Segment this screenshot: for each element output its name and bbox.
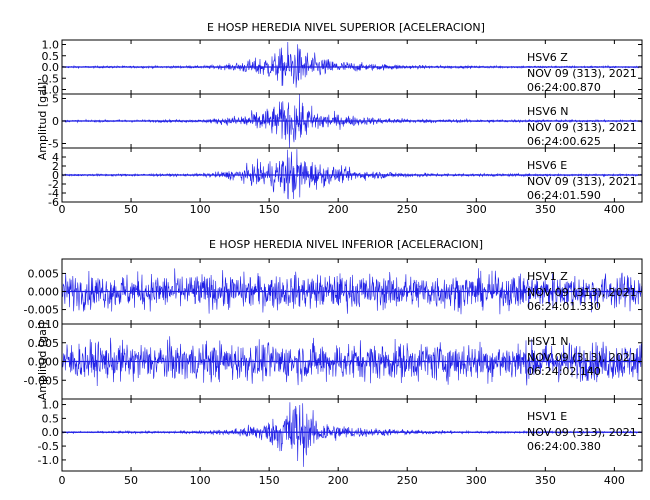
x-tick-label: 150 xyxy=(259,474,280,487)
y-tick-label: 0.000 xyxy=(28,286,60,299)
y-tick-label: 0.000 xyxy=(28,356,60,369)
y-axis-label: Amplitud [gal] xyxy=(36,322,49,400)
x-tick-label: 200 xyxy=(328,474,349,487)
x-tick-label: 400 xyxy=(604,474,625,487)
x-tick-label: 100 xyxy=(190,474,211,487)
y-axis-label: Amplitud [gal] xyxy=(36,82,49,160)
station-label: HSV1 Z xyxy=(527,270,568,283)
y-tick-label: -1.0 xyxy=(38,454,59,467)
x-tick-label: 350 xyxy=(535,474,556,487)
y-tick-label: -0.5 xyxy=(38,440,59,453)
y-tick-label: -0.005 xyxy=(24,374,59,387)
y-tick-label: -6 xyxy=(48,196,59,209)
y-tick-label: 0.005 xyxy=(28,267,60,280)
seismogram-group-1: E HOSP HEREDIA NIVEL SUPERIOR [ACELERACI… xyxy=(36,21,643,216)
y-tick-label: 0 xyxy=(52,115,59,128)
y-tick-label: 4 xyxy=(52,151,59,164)
y-tick-label: 0 xyxy=(52,169,59,182)
trace-panel-n: 0.010 0.005 0.000 -0.005 HSV1 N NOV 09 (313),… xyxy=(24,318,643,400)
time-label: 06:24:00.870 xyxy=(527,81,601,94)
date-label: NOV 09 (313), 2021 xyxy=(527,121,637,134)
y-tick-label: 0.005 xyxy=(28,337,60,350)
date-label: NOV 09 (313), 2021 xyxy=(527,175,637,188)
date-label: NOV 09 (313), 2021 xyxy=(527,67,637,80)
x-tick-label: 0 xyxy=(59,474,66,487)
y-tick-label: 1.0 xyxy=(42,399,60,412)
x-tick-label: 400 xyxy=(604,203,625,216)
station-label: HSV1 E xyxy=(527,410,567,423)
trace-panel-z: 1.00.50.0-0.5-1.0 HSV6 Z NOV 09 (313), 202… xyxy=(38,39,643,97)
y-tick-label: -4 xyxy=(48,187,59,200)
chart-title: E HOSP HEREDIA NIVEL INFERIOR [ACELERACI… xyxy=(209,238,483,251)
y-tick-label: 2 xyxy=(52,160,59,173)
time-label: 06:24:01.330 xyxy=(527,300,601,313)
time-label: 06:24:00.625 xyxy=(527,135,601,148)
x-tick-label: 100 xyxy=(190,203,211,216)
y-tick-label: -1.0 xyxy=(38,84,59,97)
y-tick-label: -0.005 xyxy=(24,304,59,317)
y-tick-label: -5 xyxy=(48,138,59,151)
date-label: NOV 09 (313), 2021 xyxy=(527,351,637,364)
station-label: HSV1 N xyxy=(527,335,569,348)
waveform-hsv1-z xyxy=(61,268,643,315)
trace-panel-e: 1.00.50.0-0.5-1.0 HSV1 E NOV 09 (313), 202… xyxy=(38,398,643,472)
time-label: 06:24:02.140 xyxy=(527,365,601,378)
x-tick-label: 50 xyxy=(124,474,138,487)
station-label: HSV6 N xyxy=(527,105,569,118)
y-tick-label: 0.0 xyxy=(42,61,60,74)
x-tick-label: 0 xyxy=(59,203,66,216)
waveform-hsv1-n xyxy=(61,336,643,387)
y-tick-label: 5 xyxy=(52,93,59,106)
y-tick-label: 0.5 xyxy=(42,412,60,425)
time-label: 06:24:00.380 xyxy=(527,440,601,453)
x-tick-label: 250 xyxy=(397,203,418,216)
x-tick-label: 350 xyxy=(535,203,556,216)
y-tick-label: 0.010 xyxy=(28,318,60,331)
x-tick-label: 300 xyxy=(466,474,487,487)
y-tick-label: 1.0 xyxy=(42,39,60,52)
station-label: HSV6 Z xyxy=(527,51,568,64)
panel-frame xyxy=(61,398,643,472)
trace-panel-e: 420-2-4-6 HSV6 E NOV 09 (313), 202106:24:0… xyxy=(48,147,643,209)
trace-panel-z: 0.005 0.000 -0.005 HSV1 Z NOV 09 (313), 2021… xyxy=(24,258,643,325)
y-tick-label: 0.0 xyxy=(42,426,60,439)
x-tick-label: 300 xyxy=(466,203,487,216)
x-tick-label: 50 xyxy=(124,203,138,216)
x-tick-label: 200 xyxy=(328,203,349,216)
station-label: HSV6 E xyxy=(527,159,567,172)
chart-title: E HOSP HEREDIA NIVEL SUPERIOR [ACELERACI… xyxy=(207,21,485,34)
x-tick-label: 150 xyxy=(259,203,280,216)
date-label: NOV 09 (313), 2021 xyxy=(527,426,637,439)
y-tick-label: 0.5 xyxy=(42,50,60,63)
date-label: NOV 09 (313), 2021 xyxy=(527,286,637,299)
y-tick-label: -2 xyxy=(48,178,59,191)
time-label: 06:24:01.590 xyxy=(527,189,601,202)
y-tick-label: -0.5 xyxy=(38,72,59,85)
seismogram-group-2: E HOSP HEREDIA NIVEL INFERIOR [ACELERACI… xyxy=(24,238,643,487)
x-tick-label: 250 xyxy=(397,474,418,487)
